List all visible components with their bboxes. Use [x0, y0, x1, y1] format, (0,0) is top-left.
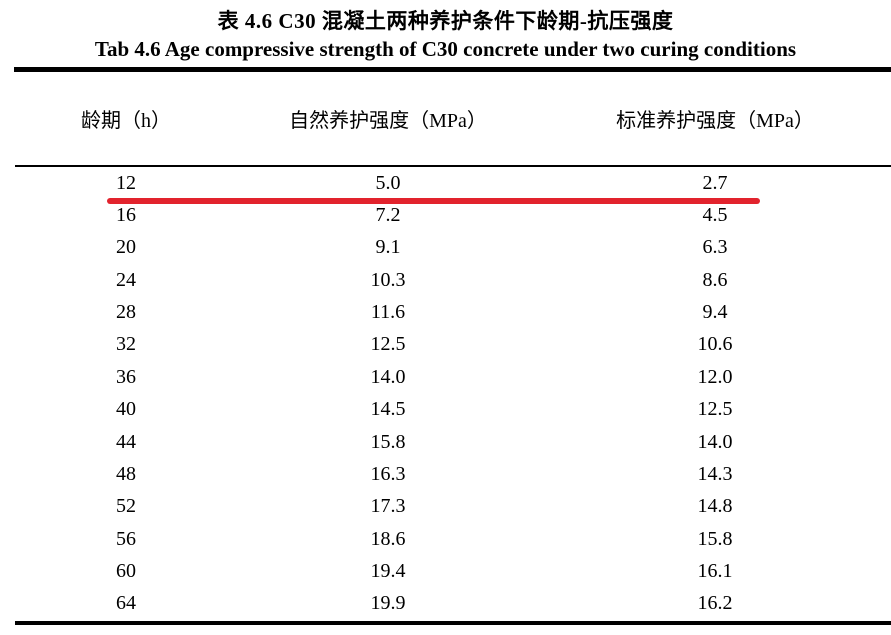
table-row: 52 17.3 14.8: [15, 491, 891, 523]
cell-age: 20: [116, 236, 136, 259]
table-row: 44 15.8 14.0: [15, 426, 891, 458]
cell-age: 12: [116, 171, 136, 194]
cell-natural: 15.8: [370, 430, 406, 453]
cell-natural: 5.0: [375, 171, 401, 194]
cell-standard: 10.6: [697, 333, 733, 356]
cell-age: 28: [116, 301, 136, 324]
cell-standard: 15.8: [697, 527, 733, 550]
table-row: 20 9.1 6.3: [15, 232, 891, 264]
cell-age: 60: [116, 559, 136, 582]
table-row: 48 16.3 14.3: [15, 458, 891, 490]
cell-standard: 4.5: [702, 204, 728, 227]
cell-age: 36: [116, 365, 136, 388]
cell-standard: 14.0: [697, 430, 733, 453]
table-title-en: Tab 4.6 Age compressive strength of C30 …: [94, 37, 797, 61]
table-row: 56 18.6 15.8: [15, 523, 891, 555]
cell-natural: 16.3: [370, 462, 406, 485]
cell-natural: 10.3: [370, 268, 406, 291]
data-table: 龄期（h） 自然养护强度（MPa） 标准养护强度（MPa） 12 5.0 2.7…: [15, 72, 891, 620]
cell-natural: 9.1: [375, 236, 401, 259]
cell-natural: 19.9: [370, 592, 406, 615]
red-underline-annotation: [107, 198, 760, 204]
cell-natural: 7.2: [375, 204, 401, 227]
cell-standard: 16.1: [697, 559, 733, 582]
table-row: 12 5.0 2.7: [15, 167, 891, 199]
table-top-rule: [14, 67, 891, 72]
table-title-zh: 表 4.6 C30 混凝土两种养护条件下龄期-抗压强度: [217, 9, 674, 33]
table-bottom-rule: [15, 621, 891, 625]
cell-standard: 9.4: [702, 301, 728, 324]
cell-natural: 12.5: [370, 333, 406, 356]
cell-standard: 12.0: [697, 365, 733, 388]
cell-natural: 14.0: [370, 365, 406, 388]
cell-age: 24: [116, 268, 136, 291]
table-row: 60 19.4 16.1: [15, 555, 891, 587]
table-header-row: 龄期（h） 自然养护强度（MPa） 标准养护强度（MPa）: [15, 72, 891, 165]
cell-age: 52: [116, 495, 136, 518]
cell-natural: 11.6: [370, 301, 406, 324]
table-row: 32 12.5 10.6: [15, 329, 891, 361]
cell-age: 56: [116, 527, 136, 550]
table-body: 12 5.0 2.7 16 7.2 4.5 20 9.1 6.3 24 10.3…: [15, 167, 891, 620]
table-row: 36 14.0 12.0: [15, 361, 891, 393]
cell-standard: 16.2: [697, 592, 733, 615]
cell-natural: 14.5: [370, 398, 406, 421]
cell-age: 48: [116, 462, 136, 485]
table-row: 64 19.9 16.2: [15, 588, 891, 620]
cell-standard: 12.5: [697, 398, 733, 421]
cell-age: 40: [116, 398, 136, 421]
cell-age: 32: [116, 333, 136, 356]
cell-standard: 2.7: [702, 171, 728, 194]
cell-standard: 8.6: [702, 268, 728, 291]
header-age: 龄期（h）: [81, 110, 171, 132]
table-row: 40 14.5 12.5: [15, 394, 891, 426]
table-row: 28 11.6 9.4: [15, 296, 891, 328]
table-header-rule: [15, 165, 891, 167]
cell-standard: 14.3: [697, 462, 733, 485]
header-standard-curing-strength: 标准养护强度（MPa）: [616, 110, 814, 132]
cell-standard: 14.8: [697, 495, 733, 518]
table-row: 16 7.2 4.5: [15, 199, 891, 231]
table-row: 24 10.3 8.6: [15, 264, 891, 296]
cell-natural: 18.6: [370, 527, 406, 550]
cell-age: 16: [116, 204, 136, 227]
cell-natural: 17.3: [370, 495, 406, 518]
cell-age: 44: [116, 430, 136, 453]
cell-standard: 6.3: [702, 236, 728, 259]
cell-age: 64: [116, 592, 136, 615]
header-natural-curing-strength: 自然养护强度（MPa）: [289, 110, 487, 132]
cell-natural: 19.4: [370, 559, 406, 582]
